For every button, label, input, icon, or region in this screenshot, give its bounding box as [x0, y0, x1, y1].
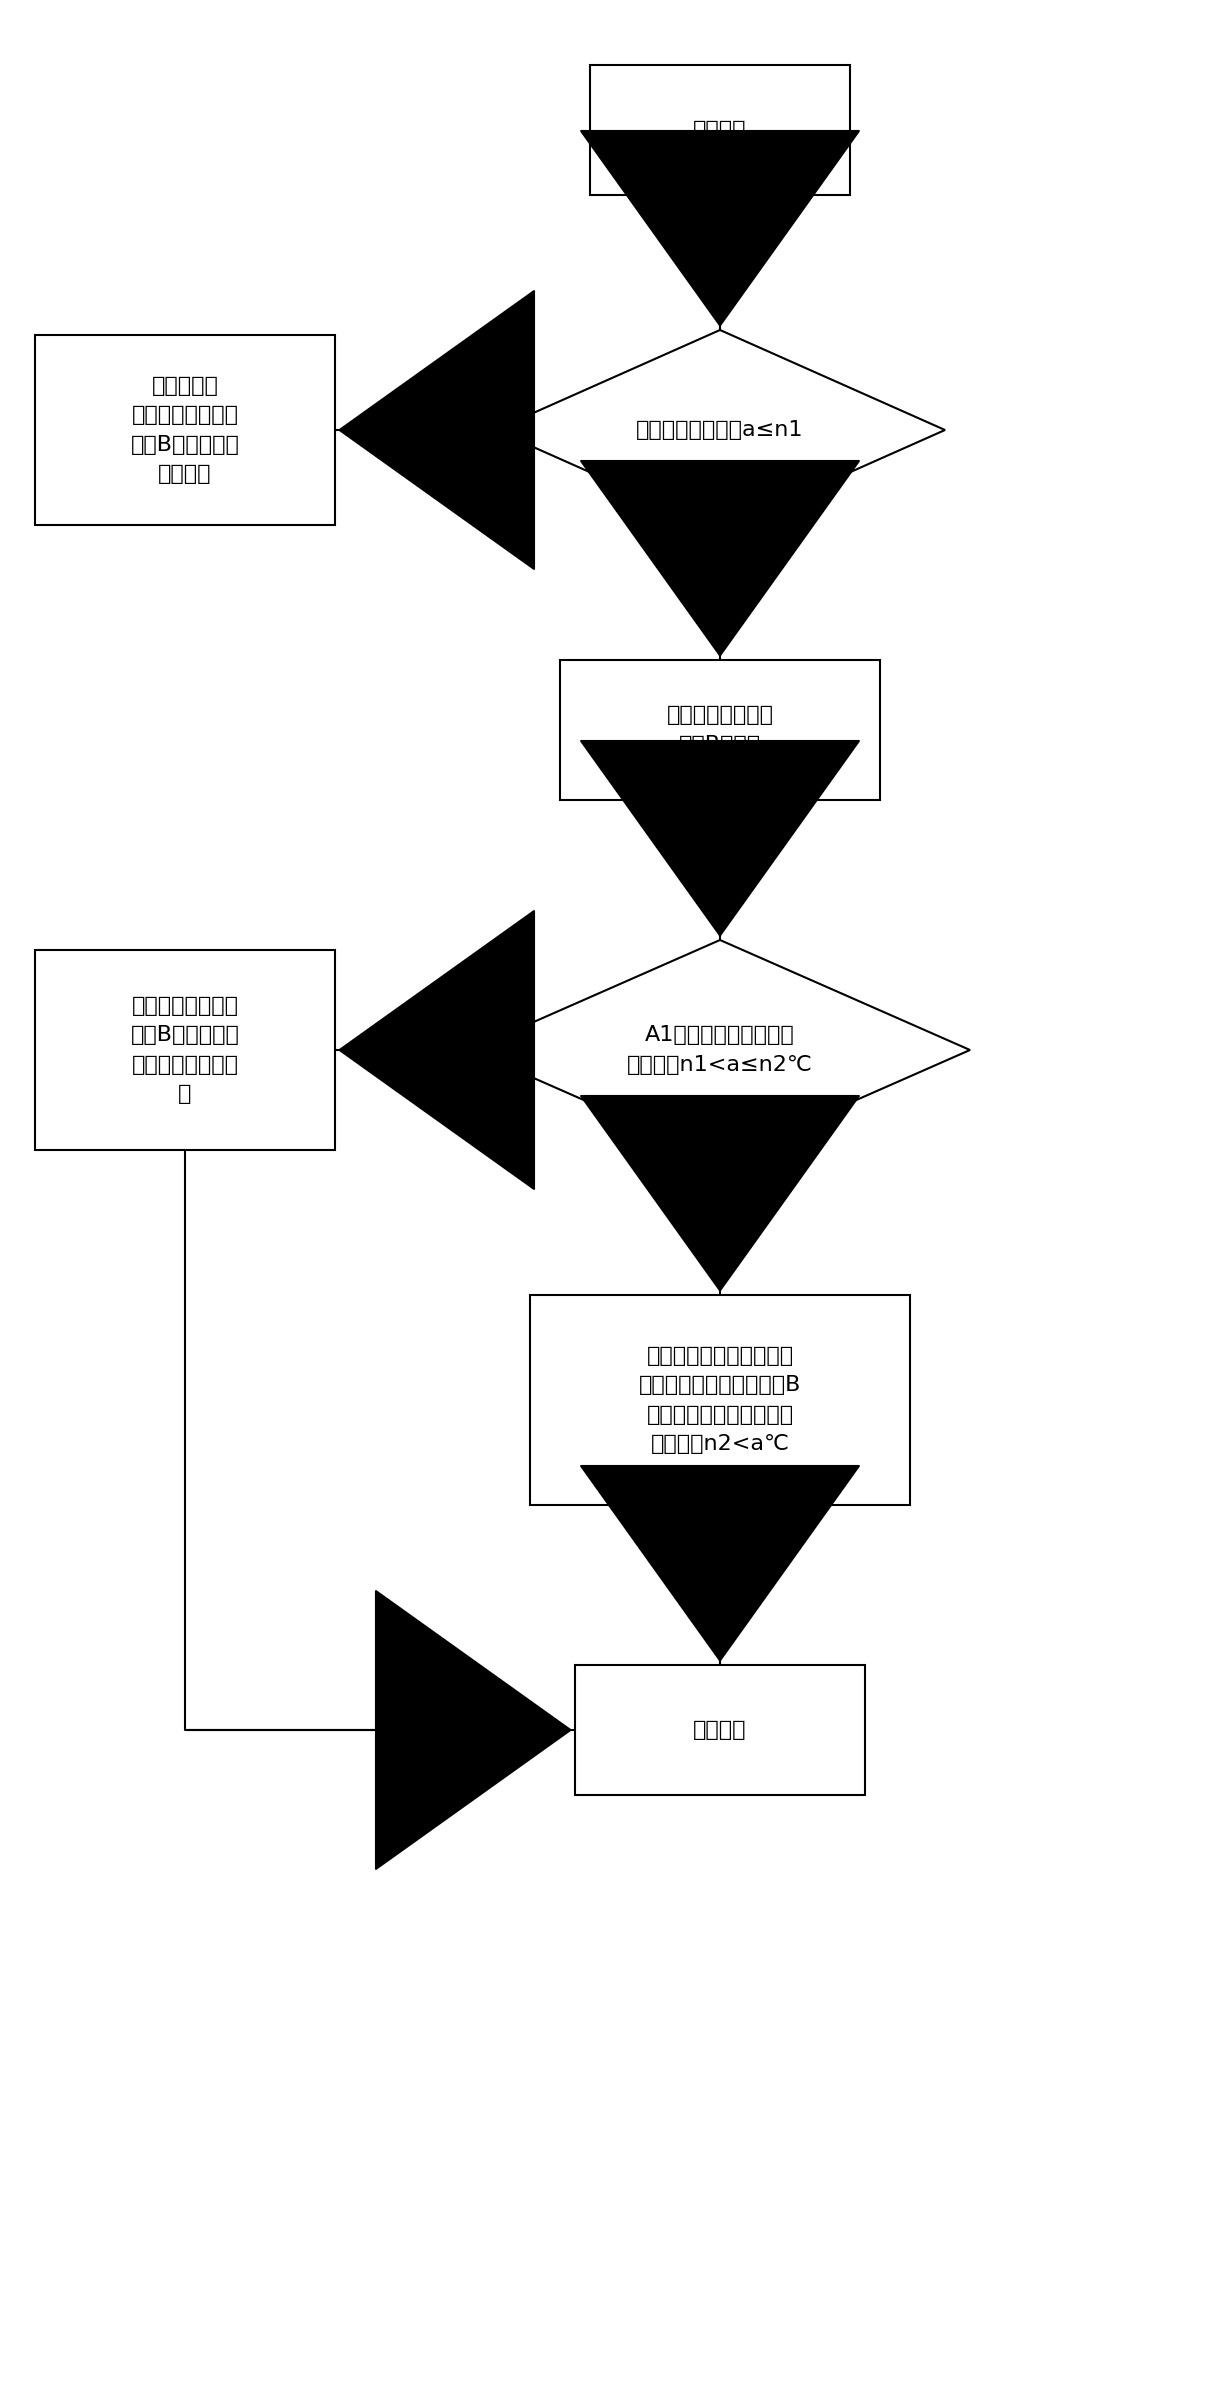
- Text: 是: 是: [737, 1218, 751, 1237]
- Text: 加注冷媒管上的电
磁阀B通断电: 加注冷媒管上的电 磁阀B通断电: [667, 705, 774, 755]
- Bar: [35, 949, 335, 1151]
- Bar: [35, 336, 335, 525]
- Text: 吸气连接管
加注冷媒管上的电
磁阀B通电，机组
加注冷媒: 吸气连接管 加注冷媒管上的电 磁阀B通电，机组 加注冷媒: [130, 376, 239, 484]
- Bar: [530, 1294, 911, 1505]
- Bar: [560, 659, 880, 801]
- Text: 则通过控制逻辑给吸气连
接加注冷媒管上的电磁阀B
通电，继续加注冷媒，直
到检测到n2<a℃: 则通过控制逻辑给吸气连 接加注冷媒管上的电磁阀B 通电，继续加注冷媒，直 到检测…: [639, 1345, 801, 1455]
- Text: 是: 是: [408, 393, 422, 412]
- Bar: [575, 1666, 865, 1795]
- Text: 机组开机: 机组开机: [694, 120, 747, 139]
- Text: 加注冷媒管上的电
磁阀B为一直断开
状态，加注冷媒完
成: 加注冷媒管上的电 磁阀B为一直断开 状态，加注冷媒完 成: [130, 995, 239, 1105]
- Text: 检测机组过冷度值a≤n1: 检测机组过冷度值a≤n1: [636, 419, 803, 441]
- Text: 否: 否: [737, 585, 751, 604]
- Text: 机组关机: 机组关机: [694, 1721, 747, 1740]
- Polygon shape: [471, 940, 970, 1160]
- Bar: [590, 65, 850, 194]
- Text: A1分钟后重新检测冷凝
出过冷度n1<a≤n2℃: A1分钟后重新检测冷凝 出过冷度n1<a≤n2℃: [627, 1026, 813, 1074]
- Polygon shape: [495, 331, 945, 530]
- Text: 否: 否: [396, 1012, 410, 1033]
